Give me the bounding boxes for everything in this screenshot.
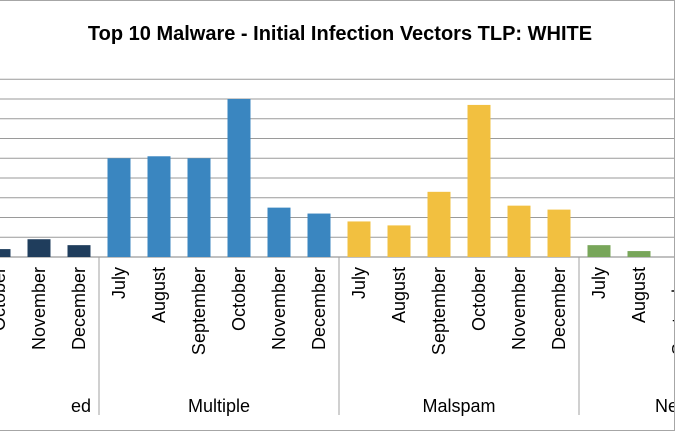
bar-multiple-november [267,207,291,257]
bar-ne-july [587,245,611,257]
chart-frame: Top 10 Malware - Initial Infection Vecto… [0,0,675,431]
bar-ed-december [67,245,91,257]
x-tick-label: November [29,267,49,350]
bar-malspam-october [467,104,491,257]
x-tick-label: October [469,267,489,331]
bar-multiple-december [307,213,331,257]
bar-multiple-july [107,158,131,257]
x-tick-label: September [669,267,675,355]
x-tick-label: July [589,267,609,299]
x-tick-label: August [389,267,409,323]
x-tick-label: October [229,267,249,331]
x-tick-label: September [429,267,449,355]
x-tick-label: November [269,267,289,350]
chart-title: Top 10 Malware - Initial Infection Vecto… [87,23,593,45]
x-tick-label: October [0,267,9,331]
group-label: Multiple [188,396,250,416]
bar-malspam-september [427,191,451,257]
bar-ed-october [0,249,11,257]
chart-plot: October November December ed July August Septe… [0,78,675,416]
x-tick-label: November [509,267,529,350]
bar-multiple-august [147,156,171,257]
bar-malspam-july [347,221,371,257]
x-tick-label: July [109,267,129,299]
bar-multiple-september [187,158,211,257]
group-label: Malspam [422,396,495,416]
bar-ed-november [27,239,51,257]
x-tick-label: August [629,267,649,323]
x-tick-label: August [149,267,169,323]
bar-malspam-august [387,225,411,257]
x-tick-label: December [309,267,329,350]
bar-malspam-november [507,205,531,257]
x-tick-label: July [349,267,369,299]
x-tick-label: December [69,267,89,350]
group-label: Ne [655,396,675,416]
bar-ne-august [627,251,651,257]
x-tick-label: December [549,267,569,350]
bar-malspam-december [547,209,571,257]
group-label: ed [71,396,91,416]
x-tick-label: September [189,267,209,355]
bar-multiple-october [227,99,251,257]
